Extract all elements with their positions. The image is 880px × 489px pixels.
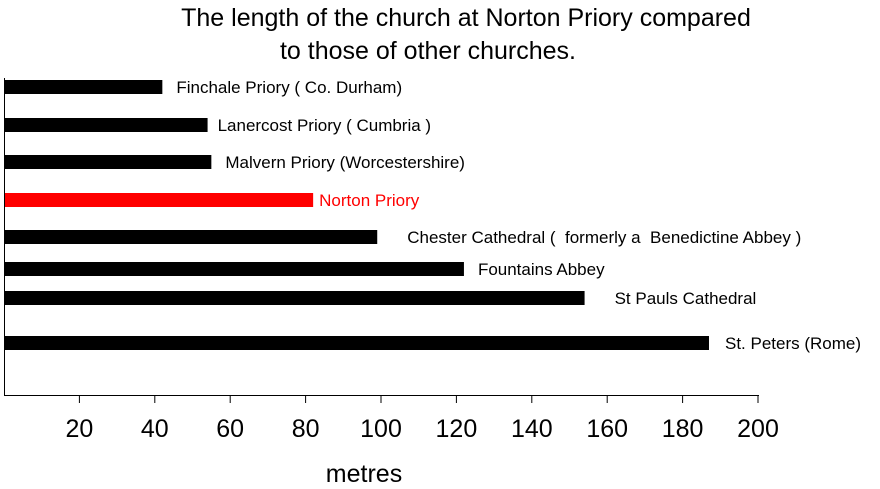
x-tick-label-100: 100	[360, 415, 402, 443]
x-tick-label-20: 20	[65, 415, 93, 443]
x-tick-label-160: 160	[586, 415, 628, 443]
x-tick-label-180: 180	[662, 415, 704, 443]
bar-8	[4, 336, 709, 350]
bar-label-3: Malvern Priory (Worcestershire)	[225, 153, 465, 172]
bar-label-2: Lanercost Priory ( Cumbria )	[218, 116, 432, 135]
bar-3	[4, 155, 212, 169]
bar-5	[4, 230, 378, 244]
bar-4	[4, 193, 314, 207]
bar-label-1: Finchale Priory ( Co. Durham)	[176, 78, 402, 97]
x-tick-label-140: 140	[511, 415, 553, 443]
x-tick-label-40: 40	[141, 415, 169, 443]
x-ticks-group: 20 40 60 80 100 120 140 160 180 200	[65, 396, 779, 443]
x-tick-label-60: 60	[216, 415, 244, 443]
chart-title-line-1: The length of the church at Norton Prior…	[181, 4, 751, 32]
bar-label-6: Fountains Abbey	[478, 260, 605, 279]
bar-1	[4, 80, 163, 94]
bar-label-8: St. Peters (Rome)	[725, 334, 861, 353]
bar-7	[4, 291, 585, 305]
bar-label-7: St Pauls Cathedral	[615, 289, 757, 308]
chart-title-line-2: to those of other churches.	[280, 37, 576, 65]
bars-group: Finchale Priory ( Co. Durham) Lanercost P…	[4, 78, 861, 353]
x-axis-label: metres	[326, 460, 402, 488]
bar-6	[4, 262, 464, 276]
bar-2	[4, 118, 208, 132]
x-tick-label-80: 80	[292, 415, 320, 443]
x-tick-label-120: 120	[436, 415, 478, 443]
x-tick-label-200: 200	[737, 415, 779, 443]
bar-label-4: Norton Priory	[319, 191, 420, 210]
bar-label-5: Chester Cathedral ( formerly a Benedicti…	[407, 228, 801, 247]
